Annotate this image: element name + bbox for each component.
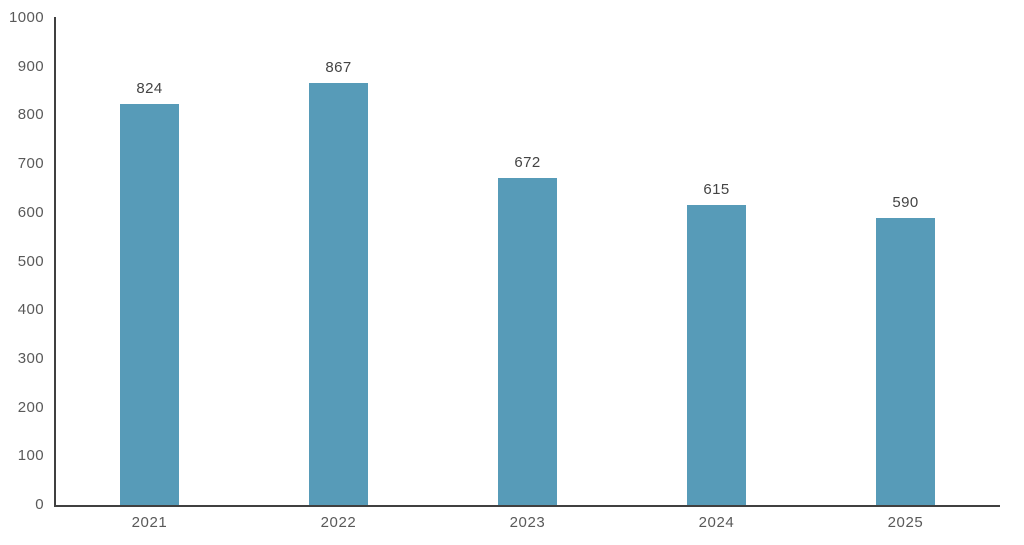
y-tick-label-300: 300 (17, 349, 44, 367)
bar-value-label-2023: 672 (514, 153, 541, 171)
bar-2023 (498, 177, 557, 505)
bar-2021 (120, 103, 179, 505)
y-tick-label-700: 700 (17, 155, 44, 173)
bar-value-label-2025: 590 (892, 193, 919, 211)
y-tick-label-200: 200 (17, 398, 44, 416)
x-tick-label-2025: 2025 (887, 514, 924, 531)
bar-value-label-2021: 824 (136, 79, 163, 97)
bar-2024 (687, 205, 746, 505)
y-tick-label-100: 100 (17, 447, 44, 465)
bar-2025 (876, 217, 935, 505)
y-axis-line (54, 17, 56, 507)
x-axis-line (54, 505, 1000, 507)
y-tick-label-400: 400 (17, 301, 44, 319)
x-tick-label-2022: 2022 (320, 514, 357, 531)
y-tick-label-800: 800 (17, 106, 44, 124)
y-tick-label-900: 900 (17, 57, 44, 75)
y-tick-label-1000: 1000 (9, 9, 44, 26)
y-tick-label-500: 500 (17, 252, 44, 270)
y-tick-label-0: 0 (35, 496, 44, 513)
x-tick-label-2021: 2021 (131, 514, 168, 531)
bar-value-label-2022: 867 (325, 58, 352, 76)
x-tick-label-2024: 2024 (698, 514, 735, 531)
y-tick-label-600: 600 (17, 203, 44, 221)
bar-2022 (309, 82, 368, 505)
x-tick-label-2023: 2023 (509, 514, 546, 531)
bar-value-label-2024: 615 (703, 181, 730, 199)
